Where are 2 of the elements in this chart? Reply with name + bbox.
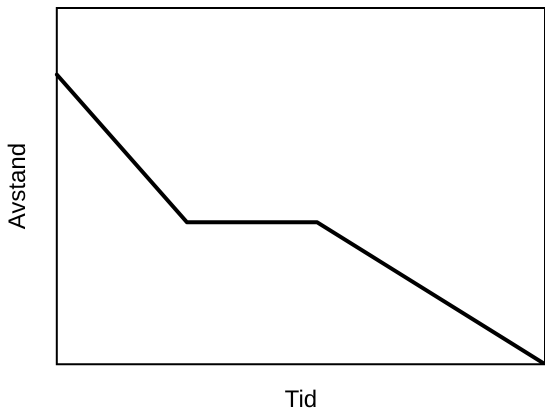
x-axis-title: Tid: [284, 386, 318, 414]
y-axis-title: Avstand: [4, 142, 32, 230]
